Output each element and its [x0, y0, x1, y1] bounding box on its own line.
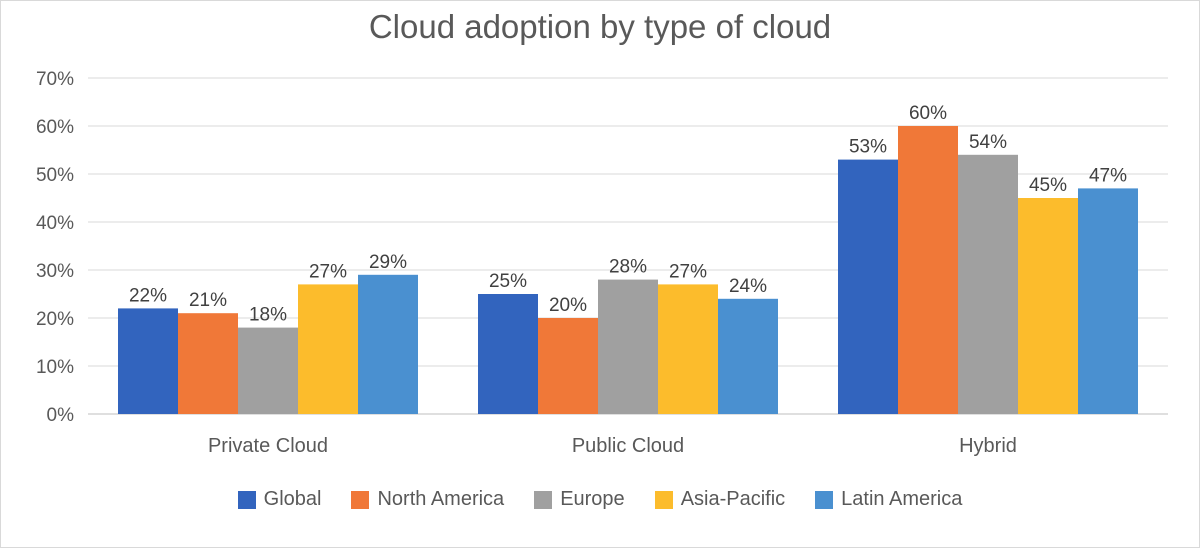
y-tick-label: 10%: [36, 357, 74, 378]
legend-swatch: [237, 490, 256, 509]
legend-item: Asia-Pacific: [654, 488, 786, 511]
bar: [1018, 198, 1078, 414]
legend-item: North America: [351, 488, 504, 511]
bar: [178, 313, 238, 414]
legend-label: Asia-Pacific: [680, 488, 786, 510]
data-label: 27%: [309, 261, 347, 282]
data-label: 20%: [549, 295, 587, 316]
data-labels: 22% 21% 18% 27% 29% 25% 20% 28% 27% 24% 53% 60% 54% 4…: [129, 103, 1127, 326]
chart-title: Cloud adoption by type of cloud: [368, 8, 832, 45]
y-tick-label: 50%: [36, 165, 74, 186]
data-label: 60%: [909, 103, 947, 124]
bar: [118, 308, 178, 414]
y-tick-label: 20%: [36, 309, 74, 330]
data-label: 21%: [189, 290, 227, 311]
legend: Global North America Europe Asia-Pacific Lat…: [0, 488, 1200, 511]
data-label: 27%: [669, 261, 707, 282]
legend-item: Global: [237, 488, 322, 511]
y-tick-label: 60%: [36, 117, 74, 138]
bar: [598, 279, 658, 414]
legend-swatch: [534, 490, 553, 509]
y-tick-label: 0%: [47, 405, 75, 426]
bar: [478, 294, 538, 414]
data-label: 25%: [489, 271, 527, 292]
data-label: 18%: [249, 305, 287, 326]
bar: [958, 154, 1018, 415]
category-labels: Private Cloud Public Cloud Hybrid: [208, 435, 1017, 457]
bars: [118, 126, 1138, 415]
bar: [238, 327, 298, 414]
y-axis-ticks: 0% 10% 20% 30% 40% 50% 60% 70%: [36, 69, 74, 426]
bar: [298, 284, 358, 414]
data-label: 45%: [1029, 175, 1067, 196]
bar: [898, 126, 958, 414]
bar: [538, 318, 598, 414]
legend-item: Latin America: [815, 488, 962, 511]
data-label: 28%: [609, 257, 647, 278]
y-tick-label: 40%: [36, 213, 74, 234]
legend-swatch: [815, 490, 834, 509]
y-tick-label: 70%: [36, 69, 74, 90]
legend-item: Europe: [534, 488, 625, 511]
legend-swatch: [654, 490, 673, 509]
data-label: 54%: [969, 132, 1007, 153]
y-tick-label: 30%: [36, 261, 74, 282]
bar: [838, 159, 898, 414]
bar: [1078, 188, 1138, 414]
data-label: 47%: [1089, 165, 1127, 186]
data-label: 29%: [369, 252, 407, 273]
data-label: 22%: [129, 285, 167, 306]
bar: [658, 284, 718, 414]
legend-label: North America: [377, 488, 505, 510]
legend-label: Latin America: [841, 488, 963, 510]
data-label: 24%: [729, 276, 767, 297]
category-label: Hybrid: [959, 435, 1017, 457]
data-label: 53%: [849, 137, 887, 158]
legend-swatch: [351, 490, 370, 509]
bar: [718, 298, 778, 414]
legend-label: Global: [263, 488, 322, 510]
legend-label: Europe: [560, 488, 625, 510]
category-label: Public Cloud: [572, 435, 684, 457]
category-label: Private Cloud: [208, 435, 328, 457]
bar: [358, 274, 418, 414]
